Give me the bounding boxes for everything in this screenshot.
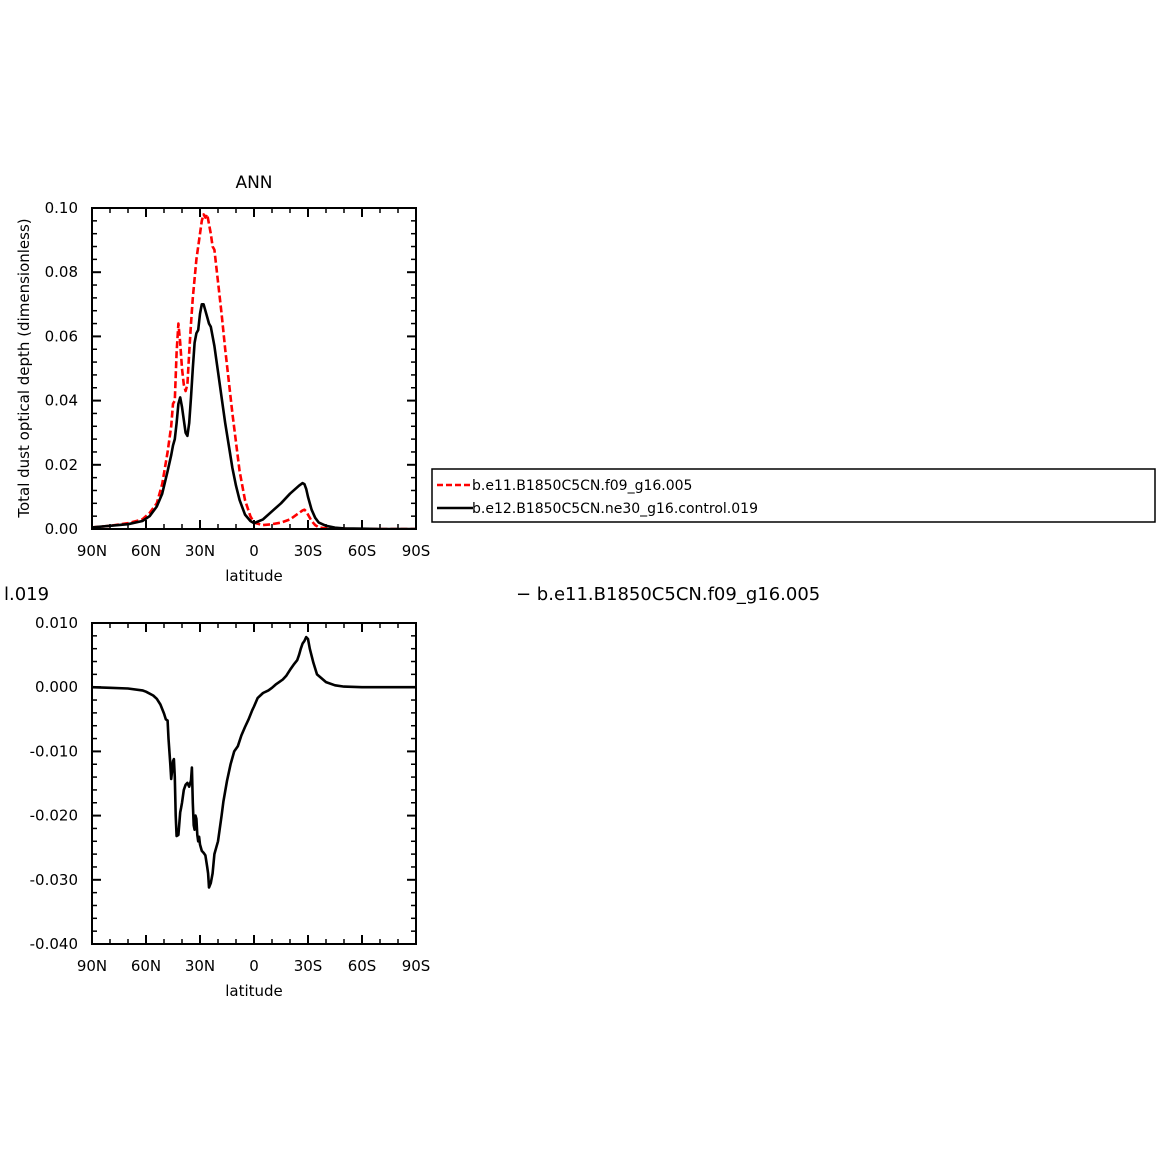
bottom-y-tick-label: 0.010 [35,614,78,632]
top-y-tick-label: 0.00 [45,520,78,538]
difference-label: − b.e11.B1850C5CN.f09_g16.005 [516,584,820,605]
top-x-tick-label: 30N [185,542,215,560]
top-x-tick-label: 90N [77,542,107,560]
bottom-x-tick-label: 60S [348,957,377,975]
top-y-tick-label: 0.04 [45,392,78,410]
top-y-tick-label: 0.02 [45,456,78,474]
bottom-y-tick-label: 0.000 [35,678,78,696]
legend-label-series-1: b.e11.B1850C5CN.f09_g16.005 [472,478,692,494]
legend-box [431,468,1156,523]
top-x-tick-label: 60N [131,542,161,560]
top-x-tick-label: 90S [402,542,431,560]
top-y-axis: 0.00 0.02 0.04 0.06 0.08 0.10 [45,199,416,538]
bottom-plot-lines [92,635,416,889]
bottom-x-tick-label: 0 [249,957,259,975]
top-x-tick-label: 60S [348,542,377,560]
top-x-tick-label: 0 [249,542,259,560]
top-panel: ANN 0.00 0.02 0.04 0.06 0.08 0.10 90N 60N 30N 0 3… [15,173,430,585]
bottom-x-tick-label: 90N [77,957,107,975]
top-y-tick-label: 0.06 [45,327,78,345]
bottom-x-axis: 90N 60N 30N 0 30S 60S 90S [77,623,430,975]
bottom-panel-partial-title: l.019 [4,584,49,605]
top-series-line-1 [92,213,416,529]
top-x-axis: 90N 60N 30N 0 30S 60S 90S [77,208,430,560]
top-x-tick-label: 30S [294,542,323,560]
legend: b.e11.B1850C5CN.f09_g16.005 b.e12.B1850C… [431,468,1156,523]
bottom-x-tick-label: 30N [185,957,215,975]
top-y-tick-label: 0.08 [45,263,78,281]
bottom-y-tick-label: -0.020 [30,807,78,825]
bottom-x-tick-label: 30S [294,957,323,975]
bottom-x-tick-label: 60N [131,957,161,975]
top-plot-frame [91,207,417,530]
top-plot-lines [92,213,416,529]
bottom-plot-frame [91,622,417,945]
top-series-line-2 [92,302,416,529]
bottom-panel: l.019 − b.e11.B1850C5CN.f09_g16.005 -0.0… [4,584,820,1000]
bottom-series-line-1 [92,635,416,889]
legend-label-series-2: b.e12.B1850C5CN.ne30_g16.control.019 [472,501,758,517]
bottom-y-tick-label: -0.010 [30,742,78,760]
bottom-y-axis: -0.040 -0.030 -0.020 -0.010 0.000 0.010 [30,614,416,953]
top-x-axis-title: latitude [225,567,283,585]
bottom-x-tick-label: 90S [402,957,431,975]
top-y-tick-label: 0.10 [45,199,78,217]
bottom-y-tick-label: -0.040 [30,935,78,953]
bottom-y-tick-label: -0.030 [30,871,78,889]
top-y-axis-title: Total dust optical depth (dimensionless) [15,218,33,518]
bottom-x-axis-title: latitude [225,982,283,1000]
top-panel-title: ANN [235,173,272,193]
